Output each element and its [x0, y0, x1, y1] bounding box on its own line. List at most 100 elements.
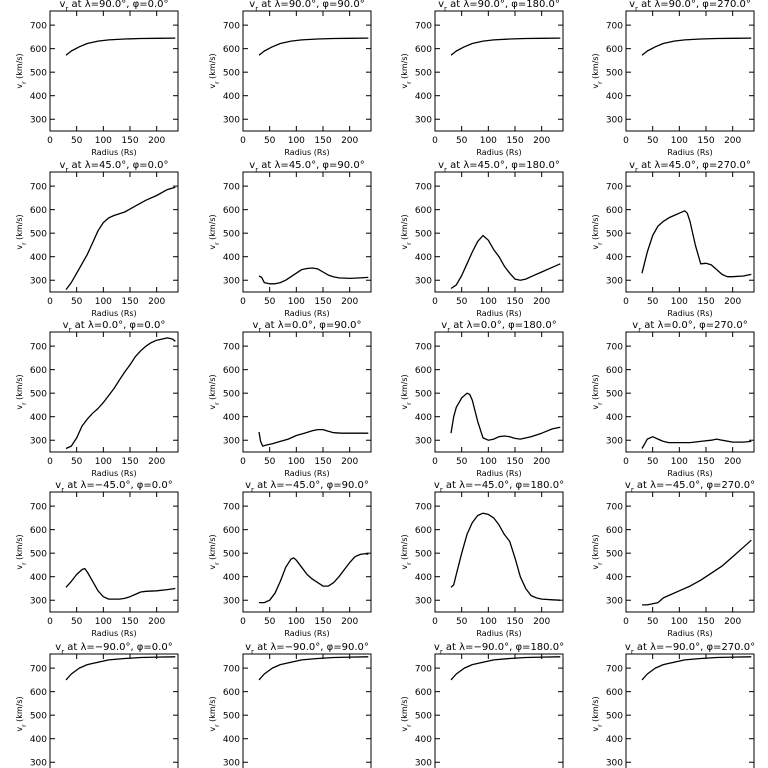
x-axis-label: Radius (Rs): [284, 469, 329, 478]
y-tick-label: 600: [606, 206, 623, 216]
title-end: °: [164, 0, 169, 10]
title-end: °: [164, 160, 169, 171]
y-tick-label: 400: [223, 92, 240, 102]
ylabel-unit: (km/s): [591, 534, 600, 562]
plot-frame: [242, 171, 372, 293]
x-axis-label: Radius (Rs): [91, 148, 136, 157]
title-lat: −90.0: [664, 642, 695, 653]
title-sep: °, φ=: [688, 320, 714, 331]
ylabel-unit: (km/s): [208, 534, 217, 562]
series-line: [65, 656, 176, 681]
x-tick-label: 150: [314, 457, 331, 467]
title-var: v: [434, 480, 440, 491]
x-tick-label: 100: [288, 297, 305, 307]
x-tick-label: 50: [647, 136, 659, 146]
x-tick-label: 0: [47, 457, 53, 467]
x-tick-label: 100: [671, 297, 688, 307]
title-end: °: [357, 320, 362, 331]
title-sep: °, φ=: [497, 320, 523, 331]
y-tick-label: 400: [606, 735, 623, 745]
y-tick-label: 400: [30, 92, 47, 102]
chart-title: vr at λ=−45.0°, φ=90.0°: [245, 480, 369, 494]
plot-frame: [49, 10, 179, 132]
title-end: °: [555, 160, 560, 171]
chart-title: vr at λ=−90.0°, φ=270.0°: [625, 642, 755, 656]
x-tick-label: 200: [148, 457, 165, 467]
title-mid: at λ=: [638, 160, 669, 171]
title-mid: at λ=: [634, 642, 665, 653]
ylabel-sub: r: [214, 402, 221, 405]
x-tick-label: 150: [314, 136, 331, 146]
chart-title: vr at λ=−45.0°, φ=180.0°: [434, 480, 564, 494]
x-axis-label: Radius (Rs): [667, 629, 712, 638]
title-sub: r: [447, 326, 450, 334]
x-axis-label: Radius (Rs): [476, 148, 521, 157]
x-axis-label: Radius (Rs): [476, 629, 521, 638]
plot-frame: [625, 10, 755, 132]
title-var: v: [249, 0, 255, 10]
ylabel-var: v: [15, 405, 24, 410]
ylabel-unit: (km/s): [400, 53, 409, 81]
y-tick-label: 400: [223, 735, 240, 745]
title-mid: at λ=: [64, 480, 95, 491]
title-lon: 180.0: [530, 642, 559, 653]
series-line: [450, 37, 561, 56]
x-tick-label: 100: [480, 297, 497, 307]
x-tick-label: 50: [456, 136, 468, 146]
ylabel-var: v: [208, 405, 217, 410]
title-end: °: [746, 160, 751, 171]
x-tick-label: 50: [456, 617, 468, 627]
y-tick-label: 600: [30, 688, 47, 698]
y-tick-label: 500: [415, 390, 432, 400]
title-sub: r: [65, 5, 68, 13]
panel-16: vr at λ=−90.0°, φ=0.0°300400500600700050…: [15, 642, 179, 768]
title-sub: r: [251, 486, 254, 494]
x-tick-label: 100: [480, 617, 497, 627]
x-tick-label: 150: [121, 617, 138, 627]
ylabel-unit: (km/s): [591, 374, 600, 402]
x-tick-label: 0: [432, 297, 438, 307]
title-var: v: [438, 160, 444, 171]
chart-title: vr at λ=−45.0°, φ=270.0°: [625, 480, 755, 494]
title-mid: at λ=: [450, 320, 481, 331]
x-tick-label: 200: [724, 457, 741, 467]
y-tick-label: 400: [223, 573, 240, 583]
ylabel-unit: (km/s): [400, 696, 409, 724]
ylabel-unit: (km/s): [400, 534, 409, 562]
x-tick-label: 0: [240, 457, 246, 467]
title-lon: 270.0: [717, 0, 746, 10]
title-mid: at λ=: [447, 0, 478, 10]
title-lon: 180.0: [526, 0, 555, 10]
x-tick-label: 150: [506, 617, 523, 627]
title-var: v: [55, 480, 61, 491]
x-tick-label: 0: [240, 297, 246, 307]
x-tick-label: 200: [341, 617, 358, 627]
ylabel-sub: r: [214, 242, 221, 245]
plot-frame: [242, 331, 372, 453]
plot-frame: [49, 491, 179, 613]
y-tick-label: 600: [415, 206, 432, 216]
ylabel-unit: (km/s): [591, 214, 600, 242]
ylabel-sub: r: [406, 562, 413, 565]
y-tick-label: 600: [606, 526, 623, 536]
x-tick-label: 200: [341, 457, 358, 467]
x-tick-label: 200: [724, 617, 741, 627]
title-sep: °, φ=: [504, 480, 530, 491]
ylabel-var: v: [591, 727, 600, 732]
ylabel-var: v: [591, 245, 600, 250]
y-tick-label: 600: [30, 366, 47, 376]
title-lon: 0.0: [148, 0, 164, 10]
ylabel-var: v: [591, 405, 600, 410]
plot-frame: [625, 653, 755, 768]
y-tick-label: 700: [606, 503, 623, 513]
series-line: [641, 37, 752, 56]
title-lon: 270.0: [721, 480, 750, 491]
title-sub: r: [635, 166, 638, 174]
x-axis-label: Radius (Rs): [667, 309, 712, 318]
y-tick-label: 700: [223, 22, 240, 32]
title-var: v: [632, 320, 638, 331]
y-tick-label: 600: [30, 45, 47, 55]
